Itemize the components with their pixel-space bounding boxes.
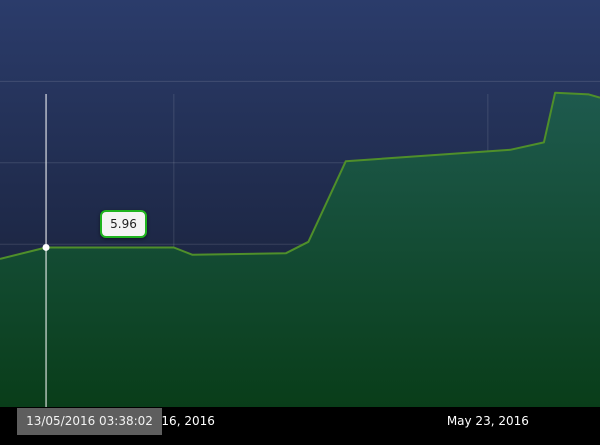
series-line xyxy=(0,91,600,260)
x-tick-label: May 23, 2016 xyxy=(447,414,529,428)
hover-point-marker[interactable] xyxy=(42,243,50,251)
value-tooltip: 5.96 xyxy=(100,210,147,238)
crosshair-time-label: 13/05/2016 03:38:02 xyxy=(17,408,162,435)
series-area-fill xyxy=(0,92,600,408)
